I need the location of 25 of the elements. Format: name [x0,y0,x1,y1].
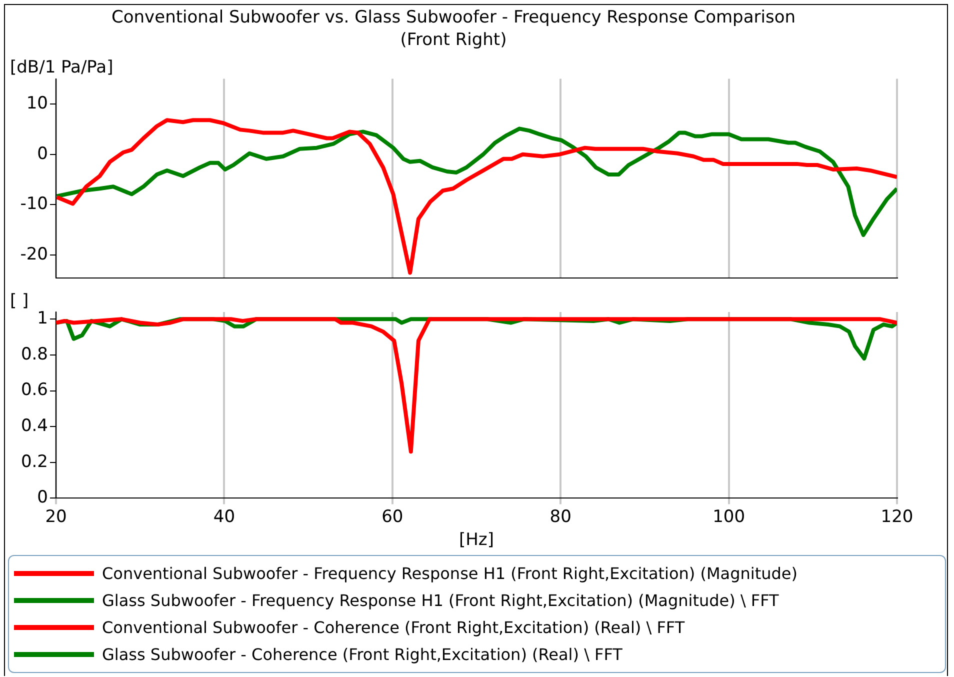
legend-label: Conventional Subwoofer - Frequency Response H1 (Front Right,Excitation) (Magnitude) [102,564,798,583]
x-axis-title: [Hz] [459,530,494,550]
x-tick-label: 20 [45,506,67,527]
y-tick-label: -20 [20,244,48,265]
chart-subtitle: (Front Right) [400,30,507,50]
y-tick-label: 0.8 [20,344,48,364]
y-tick-label: 0 [37,488,48,508]
y-tick-label: 0.6 [20,380,48,400]
x-tick-label: 120 [880,506,914,527]
x-tick-label: 80 [550,506,572,527]
legend-label: Conventional Subwoofer - Coherence (Front Right,Excitation) (Real) \ FFT [102,618,685,637]
y-tick-label: 10 [26,93,48,114]
y-axis-title: [dB/1 Pa/Pa] [10,58,114,78]
y-tick-label: 0 [37,144,48,164]
y-tick-label: 0.4 [20,416,48,436]
y-axis-title: [ ] [10,290,29,311]
y-tick-label: 1 [37,308,48,329]
x-tick-label: 100 [712,506,746,527]
y-tick-label: 0.2 [20,452,48,472]
x-tick-label: 40 [213,506,236,527]
y-tick-label: -10 [20,194,48,214]
legend-label: Glass Subwoofer - Frequency Response H1 (Front Right,Excitation) (Magnitude) \ FFT [102,591,779,610]
legend-label: Glass Subwoofer - Coherence (Front Right,Excitation) (Real) \ FFT [102,645,622,664]
chart-title: Conventional Subwoofer vs. Glass Subwoofer - Frequency Response Comparison [111,8,796,28]
x-tick-label: 60 [382,506,404,527]
